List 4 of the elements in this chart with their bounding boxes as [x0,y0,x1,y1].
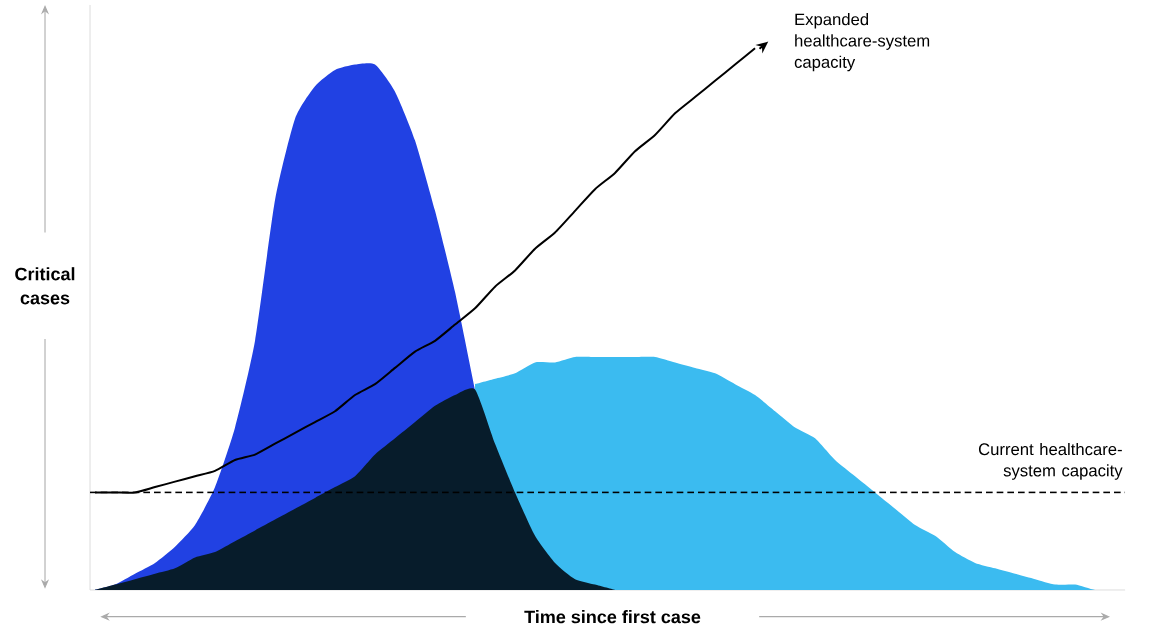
ref-line-label: Current healthcare-system capacity [978,442,1123,480]
legend-label: Expanded healthcare-system capacity [794,13,930,72]
x-axis-title: Time since first case [524,610,701,624]
y-axis-title: Critical cases [15,267,75,305]
